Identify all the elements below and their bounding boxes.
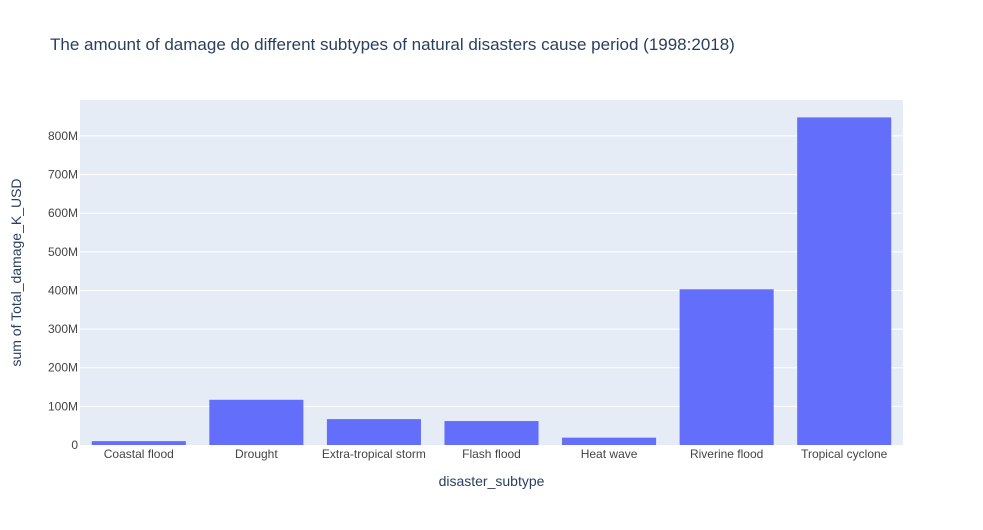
y-tick-label: 500M [48, 245, 78, 259]
y-tick-label: 800M [48, 129, 78, 143]
y-axis-ticks: 0 100M 200M 300M 400M 500M 600M 700M 800M [48, 129, 78, 452]
bar-coastal-flood[interactable] [91, 441, 186, 445]
gridlines [80, 135, 903, 407]
bar-extra-tropical-storm[interactable] [326, 419, 421, 445]
y-tick-label: 600M [48, 206, 78, 220]
bar-drought[interactable] [209, 399, 304, 445]
x-tick-label: Flash flood [462, 447, 521, 461]
x-tick-label: Riverine flood [690, 447, 763, 461]
plot-background [80, 100, 903, 445]
x-axis-title: disaster_subtype [439, 473, 545, 489]
x-tick-label: Drought [235, 447, 278, 461]
x-tick-label: Coastal flood [104, 447, 174, 461]
bars [91, 117, 892, 445]
x-axis-ticks: Coastal flood Drought Extra-tropical storm… [104, 447, 888, 461]
bar-heat-wave[interactable] [562, 437, 657, 445]
bar-tropical-cyclone[interactable] [797, 117, 892, 445]
y-tick-label: 700M [48, 168, 78, 182]
chart-title: The amount of damage do different subtyp… [50, 35, 735, 54]
y-tick-label: 0 [71, 438, 78, 452]
x-tick-label: Extra-tropical storm [322, 447, 426, 461]
y-axis-title: sum of Total_damage_K_USD [8, 178, 24, 366]
x-tick-label: Tropical cyclone [801, 447, 888, 461]
x-tick-label: Heat wave [581, 447, 638, 461]
bar-flash-flood[interactable] [444, 421, 539, 445]
y-tick-label: 100M [48, 399, 78, 413]
bar-riverine-flood[interactable] [679, 289, 774, 445]
y-tick-label: 400M [48, 283, 78, 297]
y-tick-label: 200M [48, 361, 78, 375]
y-tick-label: 300M [48, 322, 78, 336]
